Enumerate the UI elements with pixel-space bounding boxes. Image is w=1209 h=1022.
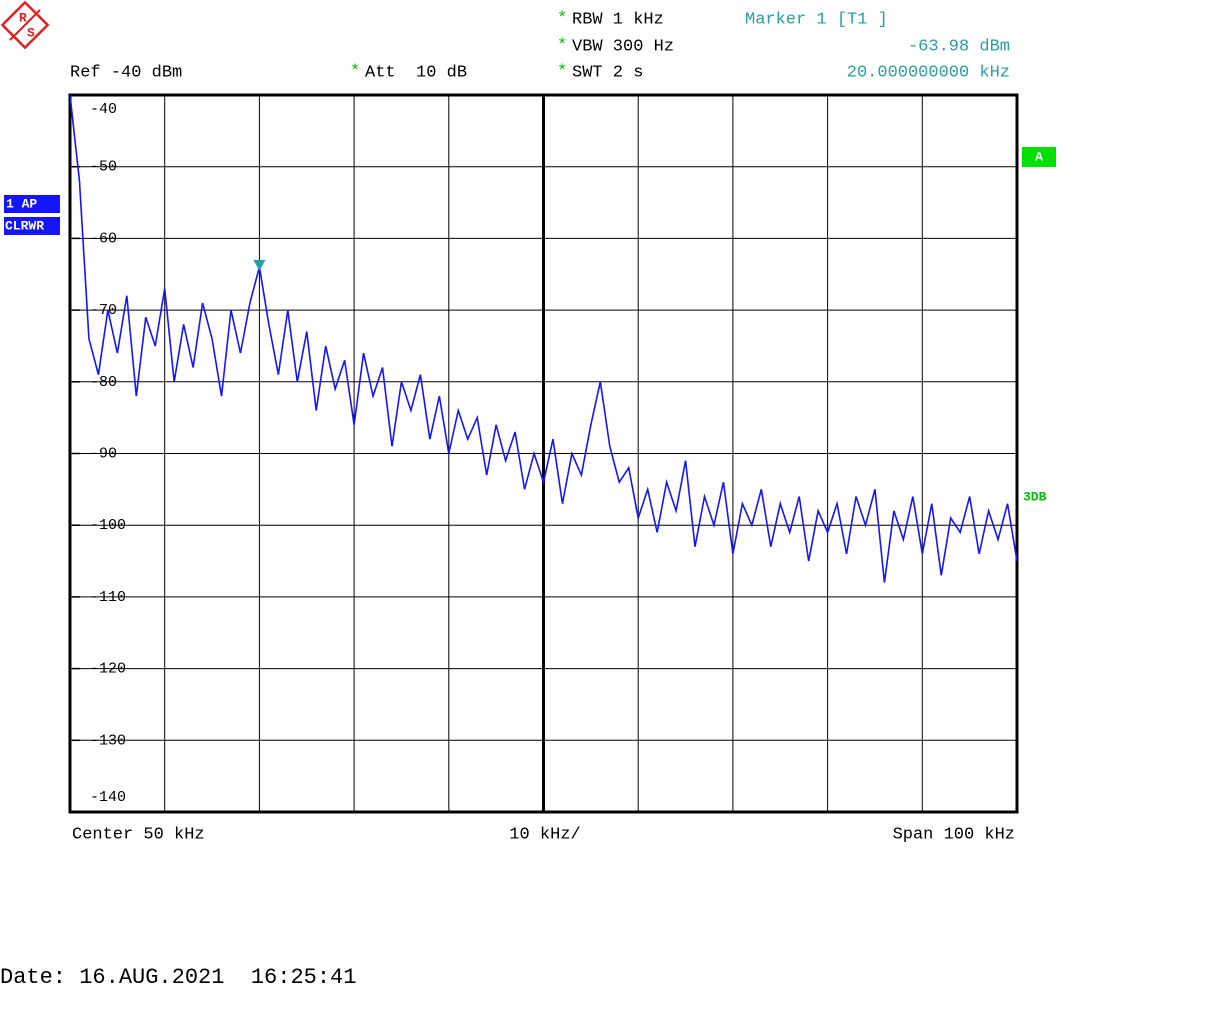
span: Span 100 kHz (893, 825, 1015, 844)
logo: R S (0, 0, 50, 50)
date: Date: 16.AUG.2021 16:25:41 (0, 965, 356, 990)
y-tick-label: -100 (90, 517, 126, 534)
y-tick-label: -110 (90, 589, 126, 606)
y-tick-label: -80 (90, 374, 117, 391)
swt: SWT 2 s (572, 63, 643, 82)
logo-slash (9, 9, 41, 41)
trace-mode-box (4, 217, 60, 235)
trace (70, 95, 1017, 583)
y-tick-label: -60 (90, 230, 117, 247)
y-tick-label: -50 (90, 159, 117, 176)
marker-name: Marker 1 [T1 ] (745, 10, 888, 29)
plot: -40 -50 -60 -70 -80 -90 -100 -110 -120 -130 -140 (68, 93, 1019, 814)
setting-mark: * (557, 36, 567, 55)
y-tick-label: -70 (90, 302, 117, 319)
setting-mark: * (557, 9, 567, 28)
marker (253, 259, 266, 271)
setting-mark: * (350, 62, 360, 81)
setting-mark: * (557, 62, 567, 81)
y-tick-label: -130 (90, 732, 126, 749)
y-tick-label: -40 (90, 101, 117, 118)
y-tick-label: -140 (90, 789, 126, 806)
y-tick-label: -90 (90, 445, 117, 462)
side-tag: 3DB (1023, 489, 1047, 504)
trace-mode: CLRWR (5, 218, 44, 233)
ref-level: Ref -40 dBm (70, 63, 182, 82)
vbw: VBW 300 Hz (572, 37, 674, 56)
trace-tag-box (1022, 147, 1056, 167)
logo-letter: S (27, 25, 35, 40)
center-frequency: Center 50 kHz (72, 825, 205, 844)
trace-label: 1 AP (6, 196, 37, 211)
trace-tag: A (1035, 149, 1043, 164)
trace-label-box (4, 195, 60, 213)
rbw: RBW 1 kHz (572, 10, 664, 29)
marker-level: -63.98 dBm (908, 37, 1010, 56)
division: 10 kHz/ (509, 825, 580, 844)
y-tick-label: -120 (90, 661, 126, 678)
logo-letter: R (19, 10, 27, 25)
marker-frequency: 20.000000000 kHz (847, 63, 1010, 82)
attenuation: Att 10 dB (365, 63, 467, 82)
plot-frame (68, 93, 1019, 814)
